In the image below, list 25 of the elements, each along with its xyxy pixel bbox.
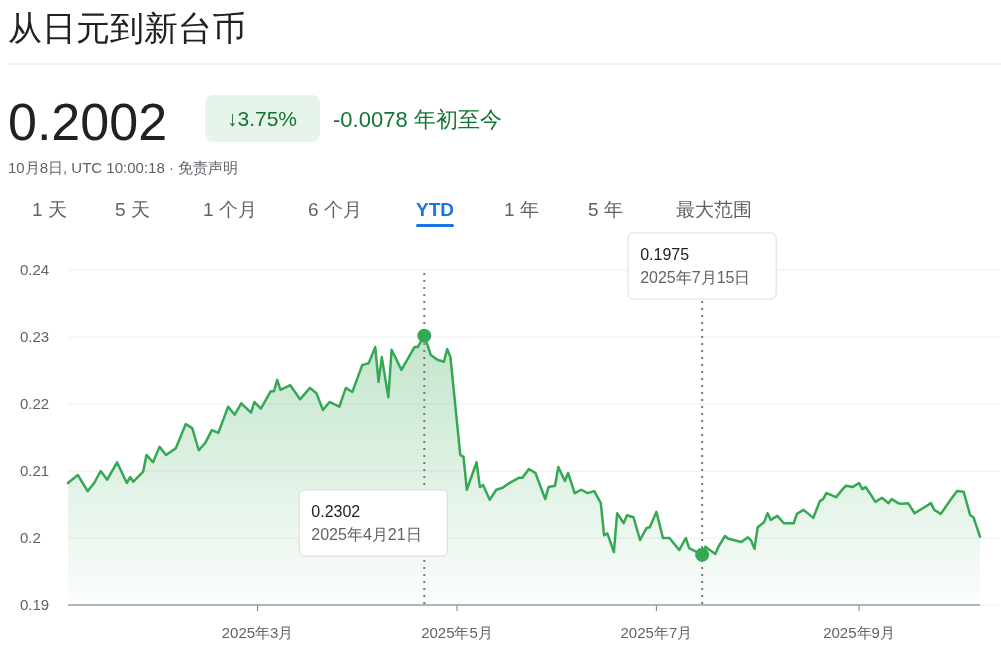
text: YTD xyxy=(416,199,454,220)
y-tick-label: 0.2 xyxy=(20,529,41,546)
y-tick-label: 0.22 xyxy=(20,395,50,412)
text: 6 个月 xyxy=(308,199,362,220)
y-tick-label: 0.23 xyxy=(20,328,50,345)
text: 5 年 xyxy=(588,199,623,220)
y-tick-label: 0.24 xyxy=(20,261,50,278)
text: 5 天 xyxy=(115,199,150,220)
text: ↓3.75% xyxy=(226,107,298,130)
text: 0.2002 xyxy=(8,93,168,151)
text: -0.0078 年初至今 xyxy=(333,107,502,132)
x-tick-label: 2025年3月 xyxy=(221,624,294,641)
text: 1 天 xyxy=(32,199,67,220)
text: 1 年 xyxy=(504,199,539,220)
chart-title: 从日元到新台币 xyxy=(8,9,246,47)
text: 最大范围 xyxy=(676,199,752,220)
x-tick-label: 2025年9月 xyxy=(823,624,895,641)
text: 10月8日, UTC 10:00:18 · 免责声明 xyxy=(8,159,239,176)
y-tick-label: 0.21 xyxy=(20,462,50,479)
x-tick-label: 2025年7月 xyxy=(620,624,693,641)
text: 1 个月 xyxy=(203,199,257,220)
y-tick-label: 0.19 xyxy=(20,596,50,613)
x-tick-label: 2025年5月 xyxy=(421,624,493,641)
ref-line-label: 0.2302 2025年4月21日 xyxy=(311,503,422,543)
ref-line-label: 0.1975 2025年7月15日 xyxy=(640,246,751,286)
